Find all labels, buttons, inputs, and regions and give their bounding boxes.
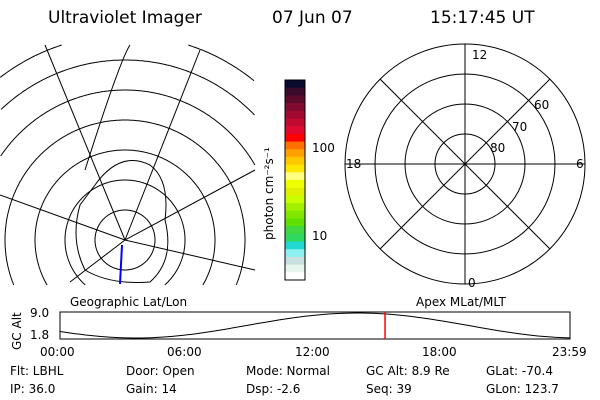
latitude-circle: [34, 149, 216, 286]
colorbar-swatch: [285, 156, 305, 166]
magnetic-polar-map: [344, 43, 586, 285]
timeline-ylabel: GC Alt: [10, 312, 24, 350]
xtick-3: 18:00: [422, 345, 457, 359]
latitude-circles: [0, 44, 256, 286]
colorbar-swatch: [285, 256, 305, 266]
date-label: 07 Jun 07: [272, 8, 353, 28]
mlt-6: 6: [576, 157, 584, 171]
colorbar-tick-100: 100: [312, 141, 335, 155]
colorbar-swatch: [285, 133, 305, 143]
time-label: 15:17:45 UT: [430, 8, 535, 28]
colorbar-swatch: [285, 218, 305, 227]
colorbar-swatch: [285, 187, 305, 196]
status-field: Seq: 39: [366, 382, 412, 396]
geographic-map: [0, 44, 256, 286]
latitude-circle: [4, 119, 246, 286]
instrument-title: Ultraviolet Imager: [48, 8, 202, 28]
status-field: Dsp: -2.6: [246, 382, 301, 396]
colorbar-swatch: [285, 126, 305, 135]
colorbar-swatch: [285, 249, 305, 258]
colorbar-swatch: [285, 141, 305, 150]
latitude-circle: [0, 59, 255, 116]
colorbar-swatch: [285, 180, 305, 189]
mlat-60: 60: [534, 98, 550, 112]
colorbar-swatch: [285, 241, 305, 250]
colorbar-swatch: [285, 149, 305, 158]
mlt-0: 0: [468, 276, 476, 290]
colorbar-swatch: [285, 164, 305, 173]
status-field: Mode: Normal: [246, 364, 330, 378]
latitude-circle: [0, 44, 255, 82]
xtick-4: 23:59: [552, 345, 587, 359]
colorbar-swatch: [285, 272, 305, 281]
colorbar-swatch: [285, 118, 305, 127]
altitude-timeline: [59, 311, 571, 340]
latitude-circle: [64, 179, 186, 286]
status-field: GC Alt: 8.9 Re: [366, 364, 450, 378]
colorbar-swatch: [285, 80, 305, 89]
mlat-80: 80: [490, 141, 506, 155]
timeline-ymax: 9.0: [30, 306, 50, 320]
left-map-label: Geographic Lat/Lon: [70, 295, 188, 309]
colorbar-label: photon cm⁻²s⁻¹: [262, 147, 276, 240]
latitude-circle: [94, 209, 156, 271]
status-field: GLon: 123.7: [486, 382, 559, 396]
latitude-circle: [0, 89, 256, 166]
timeline-ymin: 1.8: [30, 328, 50, 342]
colorbar-tick-10: 10: [312, 229, 328, 243]
colorbar-swatch: [285, 95, 305, 104]
mlat-70: 70: [512, 120, 528, 134]
status-field: Gain: 14: [126, 382, 177, 396]
mlt-18: 18: [346, 157, 362, 171]
colorbar-swatch: [285, 264, 305, 273]
status-field: IP: 36.0: [10, 382, 56, 396]
colorbar-swatch: [285, 172, 305, 181]
xtick-0: 00:00: [40, 345, 75, 359]
colorbar-swatch: [285, 233, 305, 243]
colorbar-swatch: [285, 87, 305, 96]
colorbar-swatch: [285, 226, 305, 235]
xtick-2: 12:00: [295, 345, 330, 359]
xtick-1: 06:00: [167, 345, 202, 359]
status-field: Flt: LBHL: [10, 364, 64, 378]
colorbar: [284, 79, 306, 281]
colorbar-swatch: [285, 103, 305, 112]
colorbar-swatch: [285, 110, 305, 119]
colorbar-swatch: [285, 210, 305, 219]
colorbar-swatch: [285, 195, 305, 204]
status-field: Door: Open: [126, 364, 195, 378]
mlt-12: 12: [472, 48, 488, 62]
status-field: GLat: -70.4: [486, 364, 553, 378]
colorbar-swatch: [285, 203, 305, 212]
right-map-label: Apex MLat/MLT: [416, 295, 506, 309]
spacecraft-track: [119, 244, 123, 285]
